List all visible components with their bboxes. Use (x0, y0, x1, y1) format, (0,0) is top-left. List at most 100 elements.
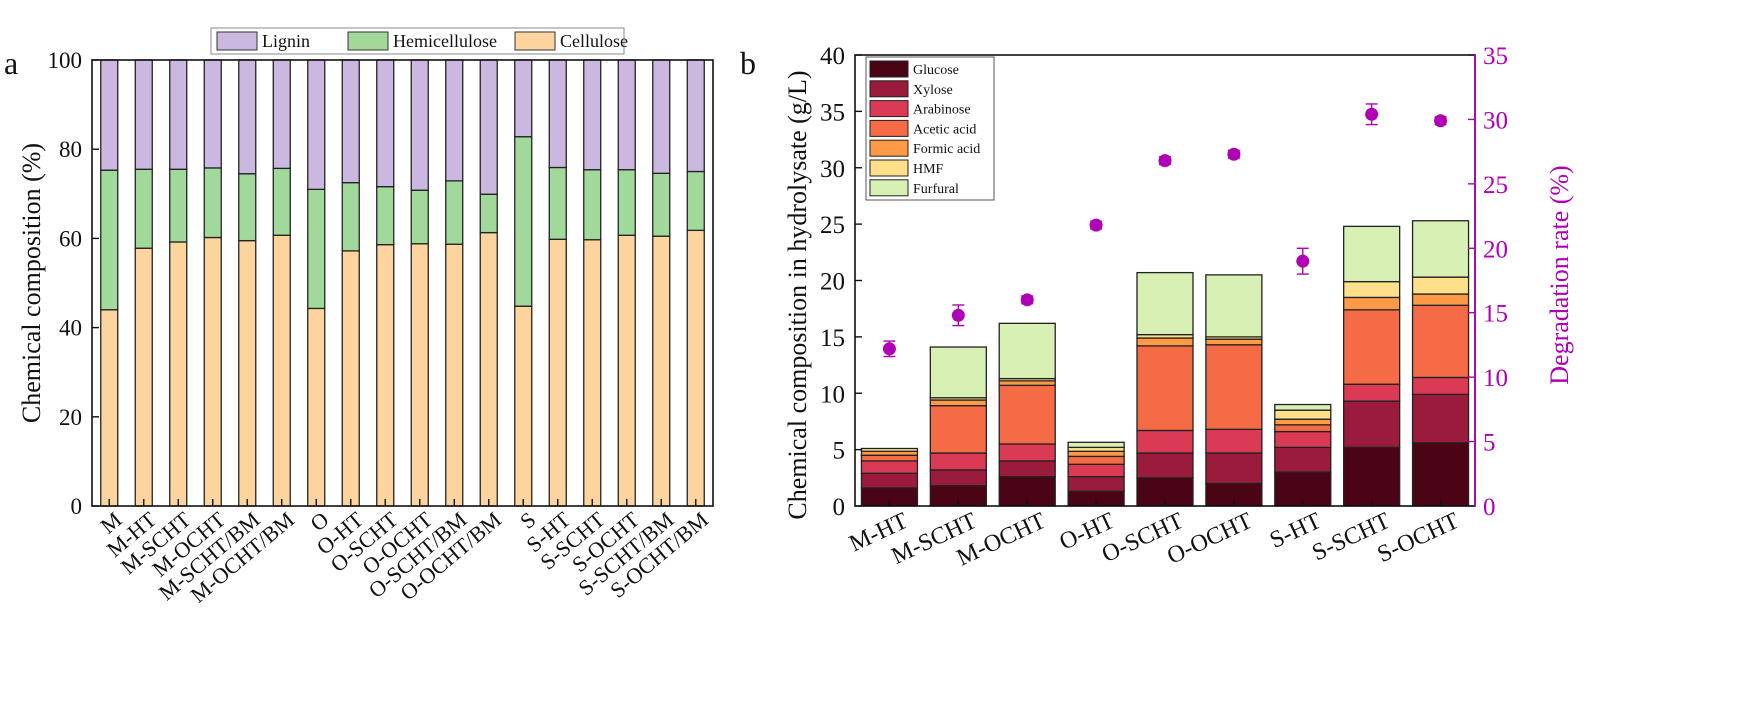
panel-b-y2-axis: 0 5 10 15 20 25 30 35 (1468, 43, 1508, 521)
bar-a-m-scht-hemicellulose (169, 168, 188, 243)
bar-b-m-ht-arabinose (860, 460, 919, 474)
a-ytick-label: 60 (59, 226, 82, 251)
bar-a-s-cellulose (514, 305, 533, 507)
b-legend-label-formic-acid: Formic acid (913, 142, 980, 157)
bar-a-s-scht-bm-lignin (652, 59, 671, 174)
b-legend-label-acetic-acid: Acetic acid (913, 122, 976, 137)
bar-b-o-ocht-furfural (1205, 274, 1263, 338)
panel-a-label: a (4, 45, 18, 81)
b-legend-swatch-hmf (869, 159, 909, 177)
bar-a-m-ocht-hemicellulose (203, 167, 222, 239)
bar-b-m-ocht-xylose (998, 460, 1056, 478)
bar-b-s-ht-acetic-acid (1274, 424, 1332, 433)
panel-b-degradation-points (882, 103, 1448, 358)
bar-a-s-ht-hemicellulose (548, 166, 567, 240)
bar-b-s-ht-arabinose (1274, 430, 1332, 449)
bar-a-o-scht-bm-cellulose (445, 243, 464, 507)
bar-a-m-ocht-bm-cellulose (272, 234, 291, 507)
bar-b-o-ocht-arabinose (1205, 428, 1263, 454)
bar-b-s-ht-formic-acid (1274, 418, 1332, 426)
bar-a-s-hemicellulose (514, 136, 533, 307)
b-y2tick-label: 30 (1483, 107, 1508, 134)
bar-a-s-ocht-bm-cellulose (686, 229, 705, 507)
a-legend-label-hemicellulose: Hemicellulose (393, 31, 497, 51)
bar-b-o-scht-arabinose (1136, 429, 1194, 454)
bar-b-s-scht-formic-acid (1343, 296, 1401, 311)
bar-a-m-scht-lignin (169, 59, 188, 170)
bar-b-m-scht-arabinose (929, 452, 987, 471)
bar-b-s-ocht-acetic-acid (1411, 304, 1470, 379)
bar-a-m-scht-bm-hemicellulose (238, 173, 257, 242)
bar-a-m-hemicellulose (100, 169, 119, 311)
bar-a-m-lignin (100, 59, 119, 171)
bar-b-s-ocht-arabinose (1411, 376, 1470, 396)
bar-b-s-ht-hmf (1274, 409, 1332, 420)
bar-a-s-ocht-bm-lignin (686, 59, 705, 173)
bar-a-s-scht-hemicellulose (583, 169, 602, 241)
bar-a-o-scht-hemicellulose (376, 186, 395, 246)
bar-a-o-ocht-bm-cellulose (479, 231, 498, 507)
bar-a-m-ocht-cellulose (203, 236, 222, 507)
bar-a-s-ocht-lignin (617, 59, 636, 171)
b-y2tick-label: 20 (1483, 236, 1508, 263)
bar-a-o-lignin (307, 59, 326, 190)
bar-a-o-hemicellulose (307, 188, 326, 310)
bar-b-m-ht-acetic-acid (860, 454, 919, 462)
bar-b-m-ocht-furfural (998, 322, 1056, 380)
a-legend-swatch-hemicellulose (347, 31, 389, 51)
b-ytick-label: 20 (820, 269, 845, 296)
b-ytick-label: 40 (820, 43, 845, 70)
bar-a-m-ht-lignin (134, 59, 153, 170)
b-y2tick-label: 25 (1483, 172, 1508, 199)
a-ytick-label: 100 (48, 48, 83, 73)
bar-a-m-cellulose (100, 309, 119, 507)
panel-a-legend: Lignin Hemicellulose Cellulose (210, 27, 628, 55)
bar-b-m-ocht-acetic-acid (998, 384, 1056, 445)
bar-b-o-scht-formic-acid (1136, 337, 1194, 347)
bar-a-o-ocht-cellulose (410, 243, 429, 507)
bar-a-o-ht-cellulose (341, 250, 360, 507)
a-legend-label-cellulose: Cellulose (560, 31, 628, 51)
b-degradation-point-o-ht (1089, 218, 1103, 232)
b-y2tick-label: 0 (1483, 494, 1496, 521)
bar-b-o-ocht-formic-acid (1205, 338, 1263, 346)
bar-b-m-scht-furfural (929, 346, 987, 399)
bar-b-m-ocht-arabinose (998, 443, 1056, 462)
bar-a-m-scht-bm-cellulose (238, 239, 257, 507)
bar-b-o-scht-acetic-acid (1136, 345, 1194, 432)
b-degradation-point-s-ht (1296, 254, 1310, 268)
b-degradation-point-o-ocht (1227, 147, 1241, 161)
b-legend-swatch-formic-acid (869, 139, 909, 157)
bar-b-o-ocht-acetic-acid (1205, 344, 1263, 430)
b-legend-swatch-furfural (869, 179, 909, 197)
b-ytick-label: 30 (820, 156, 845, 183)
b-legend-swatch-xylose (869, 80, 909, 98)
b-legend-label-xylose: Xylose (913, 83, 953, 98)
panel-b-y-axis-title: Chemical composition in hydrolysate (g/L… (783, 70, 812, 519)
b-legend-swatch-arabinose (869, 100, 909, 118)
b-ytick-label: 15 (820, 325, 845, 352)
b-y2tick-label: 15 (1483, 301, 1508, 328)
bar-b-o-scht-xylose (1136, 452, 1194, 479)
bar-b-s-ocht-formic-acid (1411, 293, 1470, 306)
b-degradation-point-o-scht (1158, 154, 1172, 168)
bar-b-s-ht-xylose (1274, 446, 1332, 473)
bar-b-s-ocht-glucose (1411, 442, 1470, 507)
bar-a-m-ht-hemicellulose (134, 168, 153, 249)
bar-b-m-scht-xylose (929, 469, 987, 487)
panel-a-plot-frame (91, 59, 714, 507)
a-legend-label-lignin: Lignin (262, 31, 310, 51)
panel-b-y2-axis-title: Degradation rate (%) (1545, 165, 1574, 384)
b-degradation-point-m-ht (882, 342, 896, 356)
bar-a-s-ht-lignin (548, 59, 567, 169)
bar-a-m-ht-cellulose (134, 247, 153, 507)
bar-b-o-ht-xylose (1067, 476, 1125, 492)
bar-a-m-ocht-bm-hemicellulose (272, 167, 291, 236)
bar-a-o-scht-cellulose (376, 243, 395, 507)
bar-b-s-scht-hmf (1343, 280, 1401, 299)
bar-a-s-ocht-cellulose (617, 234, 636, 507)
bar-a-m-ocht-lignin (203, 59, 222, 169)
bar-a-s-scht-bm-cellulose (652, 235, 671, 507)
